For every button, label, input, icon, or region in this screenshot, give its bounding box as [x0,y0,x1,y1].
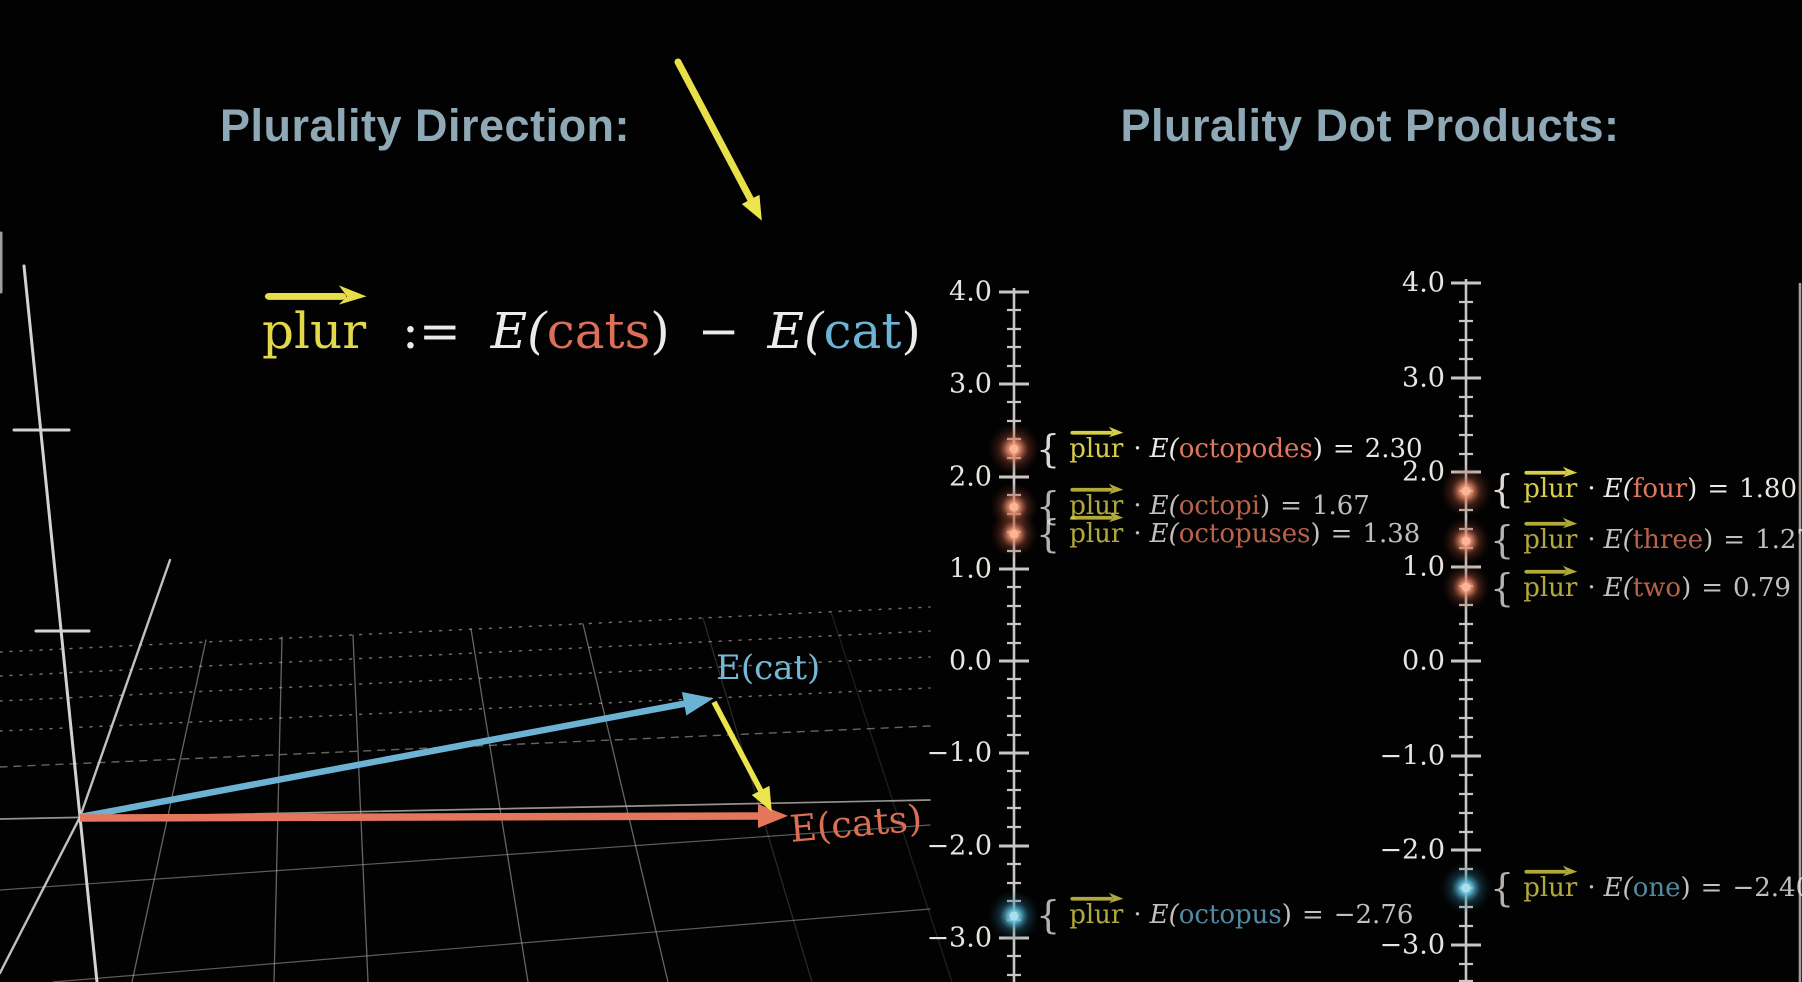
vector-arrow-icon [1524,865,1578,877]
brace-icon: { [1036,484,1061,528]
plur-vector-symbol: plur [1069,426,1124,462]
vector-arrow-icon [264,285,367,305]
annotation-arrow-icon [674,58,762,221]
axis1-tick-label: −3.0 [926,922,992,954]
plur-vector-symbol: plur [262,285,367,363]
brace-icon: { [1036,427,1061,471]
cats-vector [79,804,788,829]
floor-grid [0,558,953,982]
vector-arrow-icon [1070,511,1124,523]
brace-icon: { [1490,467,1515,511]
axis1-tick-label: −1.0 [926,737,992,769]
vector-arrow-icon [1524,466,1578,478]
axis2-tick-label: 2.0 [1402,456,1445,488]
dot-product-label-octopuses: { plur · E(octopuses) = 1.38 [1036,511,1421,556]
brace-icon: { [1036,893,1061,937]
difference-arrow [711,700,772,812]
vector-arrow-icon [1070,892,1124,904]
vector-arrow-icon [1070,483,1124,495]
axis1-tick-label: 2.0 [949,461,992,493]
dot-product-label-one: { plur · E(one) = −2.40 [1490,865,1802,910]
dot-product-label-three: { plur · E(three) = 1.27 [1490,517,1802,562]
dot-product-label-octopi: { plur · E(octopi) = 1.67 [1036,483,1370,528]
left-title: Plurality Direction: [219,100,631,151]
axis2-tick-label: −2.0 [1379,834,1445,866]
vector-arrow-icon [1070,426,1124,438]
e-open-2: E( [767,302,824,360]
cats-word: cats [546,302,651,360]
axis1-tick-label: −2.0 [926,830,992,862]
vector-arrow-icon [1524,517,1578,529]
plur-vector-symbol: plur [1523,517,1578,553]
axis2-tick-label: 0.0 [1402,645,1445,677]
plur-vector-symbol: plur [1069,511,1124,547]
dot-product-axis-1 [999,288,1029,982]
definition-formula: plur := E(cats) − E(cat) [262,285,921,363]
e-open-1: E( [490,302,547,360]
axis2-dot-markers [1440,465,1492,914]
dot-product-label-octopus: { plur · E(octopus) = −2.76 [1036,892,1414,937]
axis1-dot-markers [988,423,1040,942]
brace-icon: { [1036,512,1061,556]
axis1-tick-label: 1.0 [949,553,992,585]
axis2-tick-label: 1.0 [1402,551,1445,583]
plur-vector-symbol: plur [1069,892,1124,928]
brace-icon: { [1490,518,1515,562]
plur-vector-symbol: plur [1523,865,1578,901]
right-title: Plurality Dot Products: [1120,100,1620,151]
axis2-tick-label: −3.0 [1379,929,1445,961]
vertical-axis-3d [0,231,99,982]
plur-vector-symbol: plur [1523,466,1578,502]
brace-icon: { [1490,866,1515,910]
e-cat-label: E(cat) [716,648,821,688]
cat-vector [79,691,714,821]
axis2-tick-label: −1.0 [1379,740,1445,772]
brace-icon: { [1490,566,1515,610]
dot-product-label-four: { plur · E(four) = 1.80 [1490,466,1798,511]
vector-arrow-icon [1524,565,1578,577]
axis1-tick-label: 4.0 [949,276,992,308]
plur-vector-symbol: plur [1523,565,1578,601]
axis2-tick-label: 4.0 [1402,267,1445,299]
dot-product-label-octopodes: { plur · E(octopodes) = 2.30 [1036,426,1423,471]
plur-word: plur [262,302,367,360]
axis1-tick-label: 0.0 [949,645,992,677]
axis2-tick-label: 3.0 [1402,362,1445,394]
dot-product-label-two: { plur · E(two) = 0.79 [1490,565,1791,610]
minus-symbol: − [697,302,740,360]
cat-word: cat [823,302,902,360]
axis1-tick-label: 3.0 [949,368,992,400]
assign-symbol: := [402,302,461,360]
